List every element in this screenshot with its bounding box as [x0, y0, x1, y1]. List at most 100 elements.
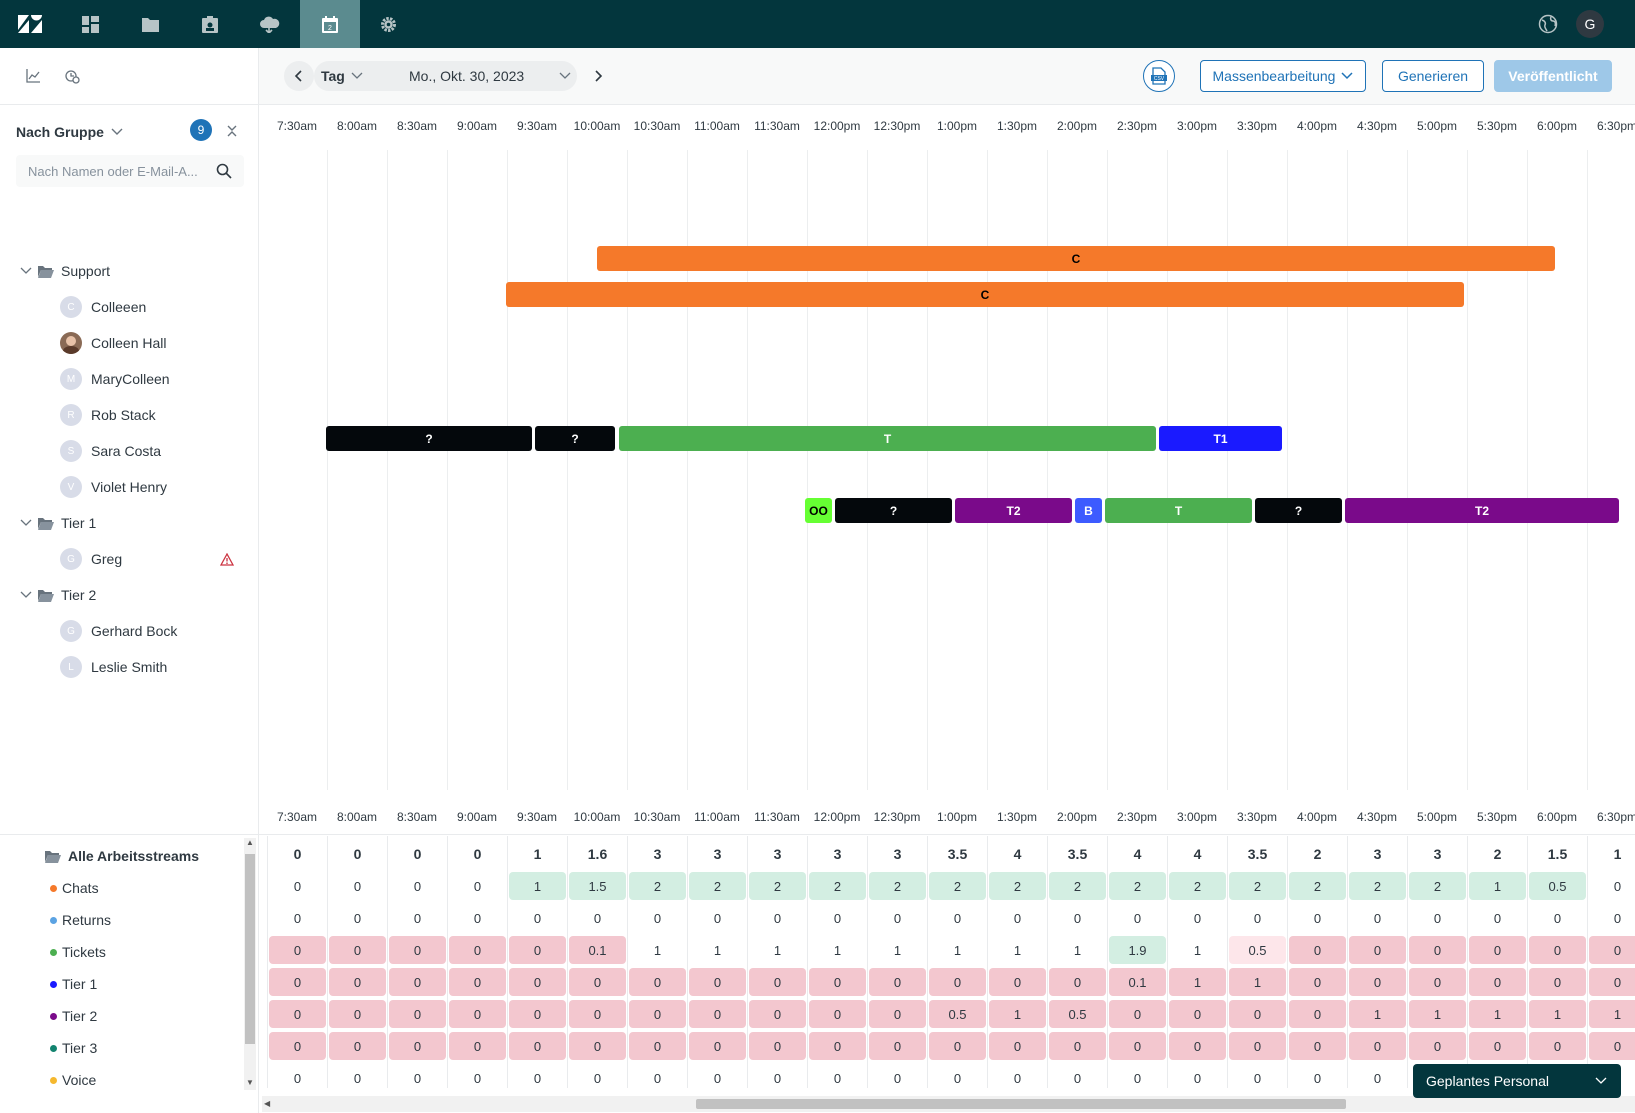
horizontal-scrollbar[interactable]: ◀ — [262, 1096, 1635, 1112]
group-name: Support — [61, 263, 111, 279]
group-row[interactable]: Tier 2 — [0, 577, 259, 613]
date-picker-pill — [314, 61, 577, 91]
shift-bar[interactable]: C — [506, 282, 1464, 307]
agent-row[interactable]: M MaryColleen — [0, 361, 259, 397]
table-cell: 1 — [653, 942, 662, 958]
agent-row[interactable]: G Gerhard Bock — [0, 613, 259, 649]
group-row[interactable]: Support — [0, 253, 259, 289]
shift-bar[interactable]: T — [619, 426, 1156, 451]
shift-bar[interactable]: T2 — [1345, 498, 1619, 523]
time-axis-bottom-tick: 2:30pm — [1116, 810, 1158, 824]
cloud-icon[interactable] — [240, 0, 300, 48]
table-cell: 0 — [1349, 1032, 1406, 1060]
generate-button[interactable]: Generieren — [1382, 60, 1484, 92]
table-cell: 0 — [413, 1070, 422, 1086]
dashboard-icon[interactable] — [60, 0, 120, 48]
date-select[interactable]: Mo., Okt. 30, 2023 — [409, 61, 577, 91]
agent-row[interactable]: C Colleeen — [0, 289, 259, 325]
table-cell: 0 — [329, 968, 386, 996]
group-by-dropdown[interactable]: Nach Gruppe — [16, 118, 124, 146]
time-axis-top-tick: 2:30pm — [1116, 119, 1158, 133]
time-axis-bottom-tick: 5:00pm — [1416, 810, 1458, 824]
column-separator — [507, 836, 508, 1088]
table-cell: 0 — [689, 968, 746, 996]
table-cell: 0.5 — [1049, 1000, 1106, 1028]
table-cell: 0 — [1493, 910, 1502, 926]
agent-row[interactable]: R Rob Stack — [0, 397, 259, 433]
time-axis-bottom-tick: 12:30pm — [873, 810, 921, 824]
table-cell: 1 — [1229, 968, 1286, 996]
workstream-name: Tickets — [62, 944, 106, 960]
table-cell: 0.1 — [569, 936, 626, 964]
shift-bar[interactable]: ? — [535, 426, 615, 451]
table-cell: 2 — [1289, 872, 1346, 900]
zendesk-logo-icon[interactable] — [0, 0, 60, 48]
table-cell: 0 — [1529, 968, 1586, 996]
agent-row[interactable]: G Greg — [0, 541, 259, 577]
time-axis-top-tick: 12:30pm — [873, 119, 921, 133]
warning-icon[interactable] — [220, 552, 234, 566]
vertical-scrollbar[interactable]: ▲ ▼ — [244, 838, 256, 1090]
shift-bar[interactable]: B — [1075, 498, 1102, 523]
agent-row[interactable]: L Leslie Smith — [0, 649, 259, 685]
shift-bar[interactable]: ? — [835, 498, 952, 523]
staff-type-select[interactable]: Geplantes Personal — [1413, 1064, 1621, 1098]
bulk-edit-button[interactable]: Massenbearbeitung — [1200, 60, 1366, 92]
table-cell: 3.5 — [947, 846, 968, 862]
table-cell: 1 — [1013, 942, 1022, 958]
export-csv-button[interactable]: CSV — [1143, 60, 1175, 92]
gear-icon[interactable] — [360, 0, 416, 48]
column-separator — [447, 836, 448, 1088]
table-cell: 0 — [329, 936, 386, 964]
agent-row[interactable]: V Violet Henry — [0, 469, 259, 505]
globe-icon[interactable] — [1518, 0, 1578, 48]
shift-bar[interactable]: ? — [326, 426, 532, 451]
agent-row[interactable]: S Sara Costa — [0, 433, 259, 469]
group-row[interactable]: Tier 1 — [0, 505, 259, 541]
time-axis-bottom-tick: 3:00pm — [1176, 810, 1218, 824]
schedule-toolbar: Tag Mo., Okt. 30, 2023 CSV Massenbearbei… — [259, 48, 1635, 105]
workstream-name: Voice — [62, 1072, 97, 1088]
sidebar: Nach Gruppe 9 Nach Namen oder E-Mail-A..… — [0, 48, 259, 1113]
time-axis-top-tick: 8:00am — [336, 119, 378, 133]
prev-day-button[interactable] — [284, 61, 314, 91]
time-axis-bottom-tick: 2:00pm — [1056, 810, 1098, 824]
shift-bar[interactable]: T — [1105, 498, 1252, 523]
table-cell: 1 — [1349, 1000, 1406, 1028]
view-select[interactable]: Tag — [321, 61, 363, 91]
grid-line — [387, 150, 388, 790]
column-separator — [867, 836, 868, 1088]
shift-bar[interactable]: C — [597, 246, 1555, 271]
table-cell: 4 — [1133, 846, 1142, 862]
table-cell: 0 — [413, 846, 422, 862]
shift-bar[interactable]: T1 — [1159, 426, 1282, 451]
table-cell: 0 — [1109, 1000, 1166, 1028]
table-cell: 0 — [1289, 936, 1346, 964]
time-axis-top-tick: 6:00pm — [1536, 119, 1578, 133]
next-day-button[interactable] — [583, 61, 613, 91]
workstream-name: Returns — [62, 912, 112, 928]
shift-bar[interactable]: OO — [805, 498, 832, 523]
agent-row[interactable]: Colleen Hall — [0, 325, 259, 361]
settings-clock-icon[interactable] — [58, 62, 86, 90]
analytics-icon[interactable] — [19, 62, 47, 90]
table-cell: 3 — [893, 846, 902, 862]
table-cell: 0 — [293, 846, 302, 862]
calendar-icon[interactable]: 2 — [300, 0, 360, 48]
time-axis-top-tick: 4:00pm — [1296, 119, 1338, 133]
search-field[interactable]: Nach Namen oder E-Mail-A... — [16, 155, 244, 187]
collapse-all-icon[interactable] — [218, 117, 246, 145]
grid-line — [1467, 150, 1468, 790]
avatar: C — [60, 296, 82, 318]
table-cell: 0 — [389, 1000, 446, 1028]
shift-bar[interactable]: T2 — [955, 498, 1072, 523]
publish-button[interactable]: Veröffentlicht — [1494, 60, 1612, 92]
column-separator — [567, 836, 568, 1088]
table-cell: 0 — [1313, 910, 1322, 926]
user-avatar[interactable]: G — [1576, 10, 1604, 38]
folder-icon[interactable] — [120, 0, 180, 48]
table-cell: 0 — [1589, 936, 1635, 964]
shift-bar[interactable]: ? — [1255, 498, 1342, 523]
table-cell: 0 — [1409, 1032, 1466, 1060]
profile-card-icon[interactable] — [180, 0, 240, 48]
